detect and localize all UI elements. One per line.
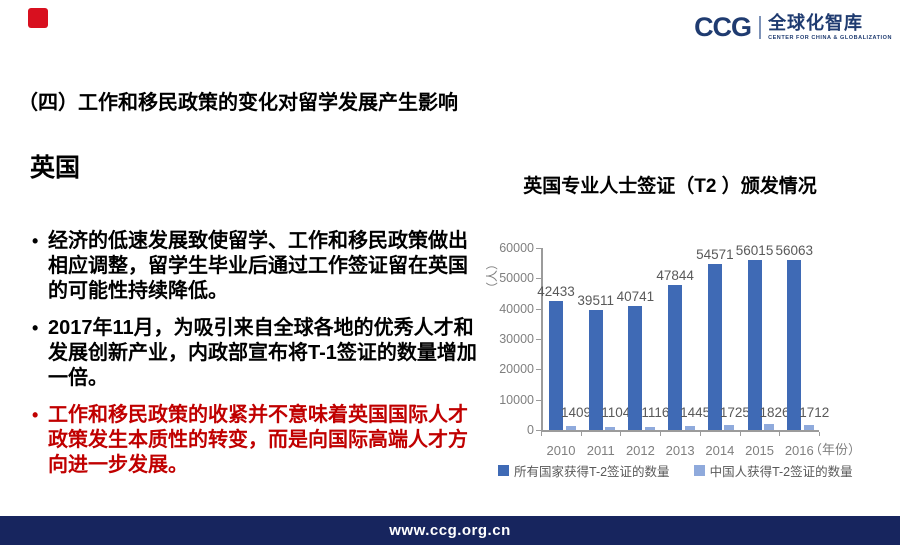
y-tick-mark — [536, 430, 541, 431]
x-tick-mark — [739, 432, 741, 436]
chart-title: 英国专业人士签证（T2 ）颁发情况 — [523, 176, 817, 197]
logo-divider — [759, 16, 762, 39]
x-tick-mark — [779, 432, 781, 436]
x-axis-title: （年份） — [809, 442, 862, 457]
ccg-logo-text: CCG — [694, 12, 752, 42]
bar-china-2014 — [724, 425, 735, 430]
red-square-decoration — [28, 8, 48, 28]
bar-all-2010 — [549, 301, 563, 430]
bar-all-2013 — [668, 285, 683, 430]
y-tick-mark — [536, 278, 541, 280]
legend-item: 中国人获得T-2签证的数量 — [693, 461, 853, 480]
y-tick-label: 40000 — [499, 301, 534, 316]
bar-label-china-2014: 1725 — [719, 405, 750, 420]
y-tick-mark — [536, 248, 541, 249]
y-axis-line — [541, 248, 543, 432]
legend-swatch-all-countries — [498, 465, 509, 476]
logo-name-en: CENTER FOR CHINA & GLOBALIZATION — [768, 34, 892, 41]
y-tick-mark — [536, 369, 541, 371]
ccg-logo: CCG 全球化智库 CENTER FOR CHINA & GLOBALIZATI… — [694, 14, 892, 41]
bar-label-all-2016: 56063 — [775, 243, 814, 258]
footer-url: www.ccg.org.cn — [389, 522, 511, 539]
bar-china-2010 — [565, 426, 576, 430]
bullet-item: 2017年11月，为吸引来自全球各地的优秀人才和发展创新产业，内政部宣布将T-1… — [30, 316, 478, 391]
y-tick-label: 50000 — [499, 271, 534, 286]
bar-label-china-2010: 1409 — [560, 405, 592, 420]
x-tick-mark — [699, 432, 701, 436]
legend-label: 所有国家获得T-2签证的数量 — [514, 465, 670, 479]
x-tick-mark — [541, 432, 542, 436]
footer-bar: www.ccg.org.cn — [0, 516, 900, 545]
bar-china-2013 — [684, 426, 695, 430]
y-tick-label: 60000 — [499, 241, 534, 255]
chart-legend: 所有国家获得T-2签证的数量 中国人获得T-2签证的数量 — [498, 461, 853, 480]
bar-label-all-2010: 42433 — [537, 284, 575, 299]
bar-china-2016 — [803, 425, 814, 430]
bar-label-all-2014: 54571 — [696, 247, 734, 262]
bullet-item-emphasis: 工作和移民政策的收紧并不意味着英国国际人才政策发生本质性的转变，而是向国际高端人… — [30, 403, 478, 478]
x-category-label: 2015 — [745, 443, 775, 458]
legend-swatch-china — [693, 465, 705, 476]
bar-all-2014 — [707, 264, 722, 430]
legend-item: 所有国家获得T-2签证的数量 — [498, 461, 670, 480]
logo-name-cn: 全球化智库 — [768, 13, 864, 34]
bar-label-china-2015: 1826 — [759, 405, 790, 420]
bullet-item: 经济的低速发展致使留学、工作和移民政策做出相应调整，留学生毕业后通过工作签证留在… — [30, 229, 478, 304]
bar-label-all-2011: 39511 — [577, 293, 614, 308]
bar-label-china-2013: 1445 — [680, 405, 711, 420]
x-category-label: 2012 — [625, 443, 655, 458]
x-tick-mark — [660, 432, 662, 436]
bar-label-all-2015: 56015 — [735, 243, 774, 258]
y-tick-mark — [536, 308, 541, 310]
bar-label-all-2013: 47844 — [656, 268, 694, 283]
x-category-label: 2010 — [546, 443, 576, 458]
y-tick-mark — [536, 399, 541, 401]
bar-label-china-2012: 1116 — [641, 405, 670, 420]
y-tick-label: 10000 — [499, 392, 534, 407]
bar-label-china-2011: 1104 — [601, 405, 631, 420]
x-category-label: 2013 — [665, 443, 695, 458]
bar-label-all-2012: 40741 — [616, 289, 655, 304]
y-tick-mark — [536, 339, 541, 340]
x-tick-mark — [580, 432, 582, 436]
x-tick-mark — [819, 432, 820, 436]
x-tick-mark — [620, 432, 622, 436]
section-title: 英国 — [30, 154, 81, 182]
bar-china-2015 — [764, 424, 775, 430]
bullet-list: 经济的低速发展致使留学、工作和移民政策做出相应调整，留学生毕业后通过工作签证留在… — [30, 229, 478, 490]
y-tick-label: 0 — [527, 423, 534, 437]
legend-label: 中国人获得T-2签证的数量 — [709, 465, 853, 479]
bar-china-2012 — [644, 427, 655, 430]
logo-right: 全球化智库 CENTER FOR CHINA & GLOBALIZATION — [768, 14, 892, 41]
page-title: （四）工作和移民政策的变化对留学发展产生影响 — [18, 92, 458, 114]
chart-canvas: 所有国家获得T-2签证的数量 中国人获得T-2签证的数量 （人） 0 10000 20… — [480, 240, 892, 490]
bar-all-2012 — [628, 306, 643, 430]
x-category-label: 2011 — [586, 443, 615, 458]
y-tick-label: 30000 — [499, 332, 534, 346]
x-category-label: 2014 — [705, 443, 735, 458]
x-axis-line — [541, 430, 819, 432]
y-tick-label: 20000 — [499, 362, 534, 377]
x-category-label: 2016 — [784, 443, 814, 458]
bar-label-china-2016: 1712 — [799, 405, 830, 420]
bar-all-2016 — [787, 260, 802, 430]
bar-china-2011 — [605, 427, 616, 430]
bar-all-2015 — [747, 260, 762, 430]
bar-all-2011 — [588, 310, 603, 430]
